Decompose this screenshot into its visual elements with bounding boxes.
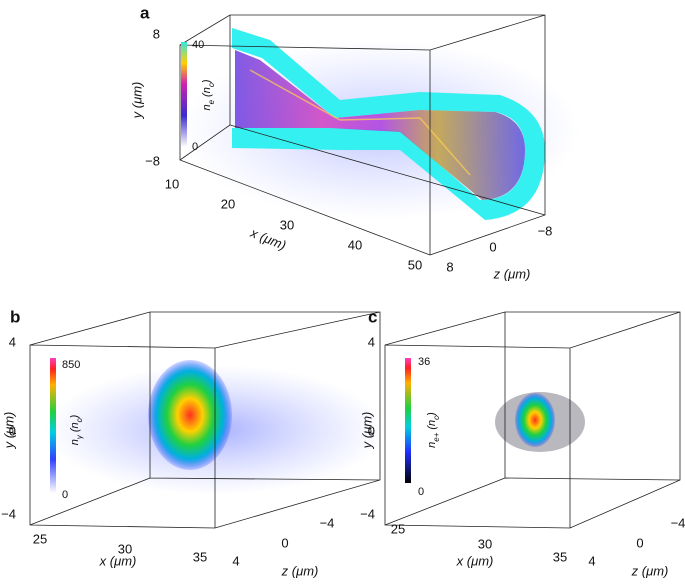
colorbar-max: 36 [418, 356, 430, 368]
colorbar-max: 850 [62, 359, 80, 371]
y-tick-label: 8 [153, 26, 160, 41]
y-tick-label: −4 [1, 506, 16, 521]
panel-a-box [179, 14, 546, 256]
colorbar-label-part: c [207, 83, 216, 87]
panel-a-render [180, 28, 580, 220]
x-tick-label: 40 [348, 237, 362, 252]
panel-label: c [368, 307, 377, 326]
y-tick-label: 0 [9, 423, 16, 438]
colorbar [405, 358, 411, 483]
y-axis-label: y (μm) [129, 82, 144, 120]
colorbar-label: ne (nc) [201, 79, 216, 110]
colorbar-label-part: ) [426, 412, 438, 418]
panel-label: b [10, 307, 20, 326]
colorbar-label-part: c [75, 418, 84, 422]
colorbar-label-part: γ [75, 434, 84, 439]
x-tick-label: 25 [391, 521, 405, 536]
x-tick-label: 50 [408, 257, 422, 272]
colorbar-label: nγ (nc) [69, 414, 84, 445]
y-tick-label: 4 [9, 334, 16, 349]
colorbar-label: ne+ (nc) [426, 412, 441, 448]
x-axis-label: x (μm) [99, 553, 137, 568]
colorbar-min: 0 [192, 141, 198, 153]
z-tick-label: 0 [281, 535, 288, 550]
z-tick-label: 4 [232, 553, 239, 568]
colorbar-label-part: (n [69, 422, 81, 432]
panel-c-render [495, 392, 585, 452]
z-axis-label: z (μm) [493, 266, 531, 281]
colorbar-label-part: n [201, 104, 213, 110]
z-axis-label: z (μm) [631, 563, 669, 578]
colorbar-max: 40 [192, 39, 204, 51]
x-tick-label: 35 [553, 549, 567, 564]
x-axis-label: x (μm) [456, 553, 494, 568]
z-tick-label: −4 [671, 515, 685, 530]
y-tick-label: 0 [368, 423, 375, 438]
panel-c-box [384, 311, 681, 529]
z-tick-label: −4 [320, 515, 335, 530]
y-tick-label: 4 [368, 334, 375, 349]
colorbar [181, 42, 187, 147]
z-tick-label: −8 [538, 223, 553, 238]
panel-b-box [29, 311, 381, 529]
colorbar-min: 0 [62, 489, 68, 501]
x-tick-label: 30 [478, 536, 492, 551]
colorbar-label-part: ) [201, 79, 213, 85]
colorbar-label-part: n [426, 442, 438, 448]
z-tick-label: 0 [489, 239, 496, 254]
y-axis-label: y (μm) [359, 412, 374, 450]
y-tick-label: −8 [145, 153, 160, 168]
colorbar-label-part: (n [201, 87, 213, 97]
colorbar-label-part: e [207, 99, 216, 104]
y-axis-label: y (μm) [1, 412, 16, 450]
colorbar [50, 358, 56, 493]
x-tick-label: 25 [33, 531, 47, 546]
y-tick-label: −4 [360, 506, 375, 521]
x-tick-label: 30 [118, 541, 132, 556]
z-axis-label: z (μm) [281, 563, 319, 578]
x-tick-label: 20 [221, 196, 235, 211]
x-tick-label: 30 [280, 217, 294, 232]
colorbar-label-part: (n [426, 420, 438, 430]
colorbar-label-part: ) [69, 414, 81, 420]
z-tick-label: 4 [588, 553, 595, 568]
colorbar-label-part: c [432, 416, 441, 420]
colorbar-min: 0 [418, 486, 424, 498]
x-tick-label: 10 [165, 176, 179, 191]
colorbar-label-part: n [69, 439, 81, 445]
z-tick-label: 0 [636, 535, 643, 550]
panel-label: a [140, 3, 150, 22]
x-tick-label: 35 [193, 549, 207, 564]
colorbar-label-part: e+ [432, 432, 441, 441]
z-tick-label: 8 [446, 259, 453, 274]
